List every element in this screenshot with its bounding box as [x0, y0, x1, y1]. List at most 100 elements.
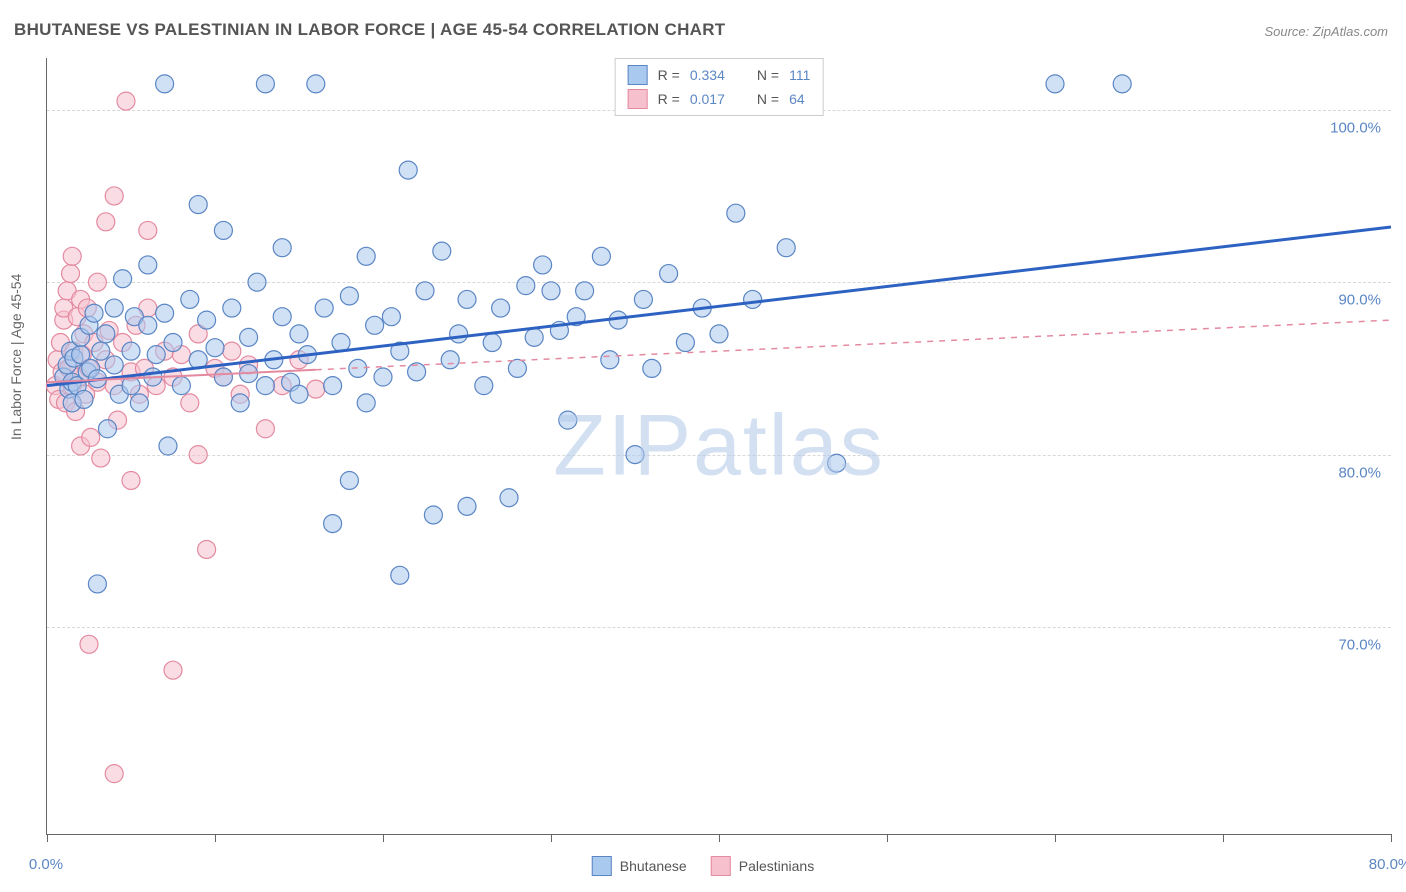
x-tick-label: 80.0% [1369, 856, 1406, 873]
swatch-bhutanese [628, 65, 648, 85]
source-attribution: Source: ZipAtlas.com [1264, 24, 1388, 39]
data-point [164, 334, 182, 352]
x-tick-label: 0.0% [29, 856, 63, 873]
data-point [139, 256, 157, 274]
data-point [290, 325, 308, 343]
data-point [85, 304, 103, 322]
data-point [240, 328, 258, 346]
data-point [88, 575, 106, 593]
data-point [340, 287, 358, 305]
data-point [315, 299, 333, 317]
data-point [1113, 75, 1131, 93]
legend-item: Palestinians [711, 856, 815, 876]
data-point [97, 213, 115, 231]
data-point [1046, 75, 1064, 93]
data-point [231, 394, 249, 412]
data-point [458, 290, 476, 308]
data-point [223, 342, 241, 360]
y-tick-label: 70.0% [1338, 637, 1381, 654]
legend-swatch [592, 856, 612, 876]
data-point [198, 311, 216, 329]
data-point [139, 221, 157, 239]
r-value-palestinians: 0.017 [690, 91, 725, 107]
data-point [97, 325, 115, 343]
data-point [92, 342, 110, 360]
data-point [206, 339, 224, 357]
y-axis-label: In Labor Force | Age 45-54 [8, 274, 24, 440]
legend-label: Palestinians [739, 858, 815, 874]
legend-label: Bhutanese [620, 858, 687, 874]
data-point [433, 242, 451, 260]
data-point [475, 377, 493, 395]
legend-stats-row-bhutanese: R = 0.334 N = 111 [628, 63, 811, 87]
legend-stats: R = 0.334 N = 111 R = 0.017 N = 64 [615, 58, 824, 116]
data-point [450, 325, 468, 343]
y-tick-label: 100.0% [1330, 119, 1381, 136]
data-point [159, 437, 177, 455]
data-point [88, 273, 106, 291]
data-point [634, 290, 652, 308]
data-point [62, 265, 80, 283]
data-point [82, 428, 100, 446]
data-point [483, 334, 501, 352]
data-point [214, 221, 232, 239]
data-point [130, 394, 148, 412]
legend-stats-row-palestinians: R = 0.017 N = 64 [628, 87, 811, 111]
data-point [248, 273, 266, 291]
data-point [324, 377, 342, 395]
data-point [105, 187, 123, 205]
data-point [114, 270, 132, 288]
data-point [357, 247, 375, 265]
data-point [256, 75, 274, 93]
data-point [63, 247, 81, 265]
data-point [198, 540, 216, 558]
data-point [189, 196, 207, 214]
data-point [214, 368, 232, 386]
data-point [122, 342, 140, 360]
legend-bottom: Bhutanese Palestinians [592, 856, 814, 876]
n-label: N = [757, 67, 779, 83]
scatter-svg [47, 58, 1391, 834]
data-point [349, 359, 367, 377]
data-point [273, 308, 291, 326]
n-value-palestinians: 64 [789, 91, 805, 107]
r-value-bhutanese: 0.334 [690, 67, 725, 83]
data-point [357, 394, 375, 412]
data-point [80, 635, 98, 653]
data-point [256, 420, 274, 438]
data-point [660, 265, 678, 283]
swatch-palestinians [628, 89, 648, 109]
data-point [626, 446, 644, 464]
data-point [391, 566, 409, 584]
data-point [727, 204, 745, 222]
data-point [424, 506, 442, 524]
r-label: R = [658, 67, 680, 83]
data-point [500, 489, 518, 507]
data-point [601, 351, 619, 369]
n-value-bhutanese: 111 [789, 67, 810, 83]
data-point [643, 359, 661, 377]
data-point [172, 377, 190, 395]
data-point [382, 308, 400, 326]
trend-line [47, 227, 1391, 386]
data-point [828, 454, 846, 472]
data-point [416, 282, 434, 300]
data-point [98, 420, 116, 438]
data-point [441, 351, 459, 369]
data-point [307, 380, 325, 398]
data-point [542, 282, 560, 300]
data-point [156, 304, 174, 322]
plot-area: ZIPatlas R = 0.334 N = 111 R = 0.017 N =… [46, 58, 1391, 835]
data-point [147, 346, 165, 364]
data-point [307, 75, 325, 93]
data-point [777, 239, 795, 257]
data-point [256, 377, 274, 395]
data-point [324, 515, 342, 533]
n-label: N = [757, 91, 779, 107]
y-tick-label: 90.0% [1338, 292, 1381, 309]
data-point [744, 290, 762, 308]
r-label: R = [658, 91, 680, 107]
legend-swatch [711, 856, 731, 876]
data-point [340, 471, 358, 489]
y-tick-label: 80.0% [1338, 464, 1381, 481]
